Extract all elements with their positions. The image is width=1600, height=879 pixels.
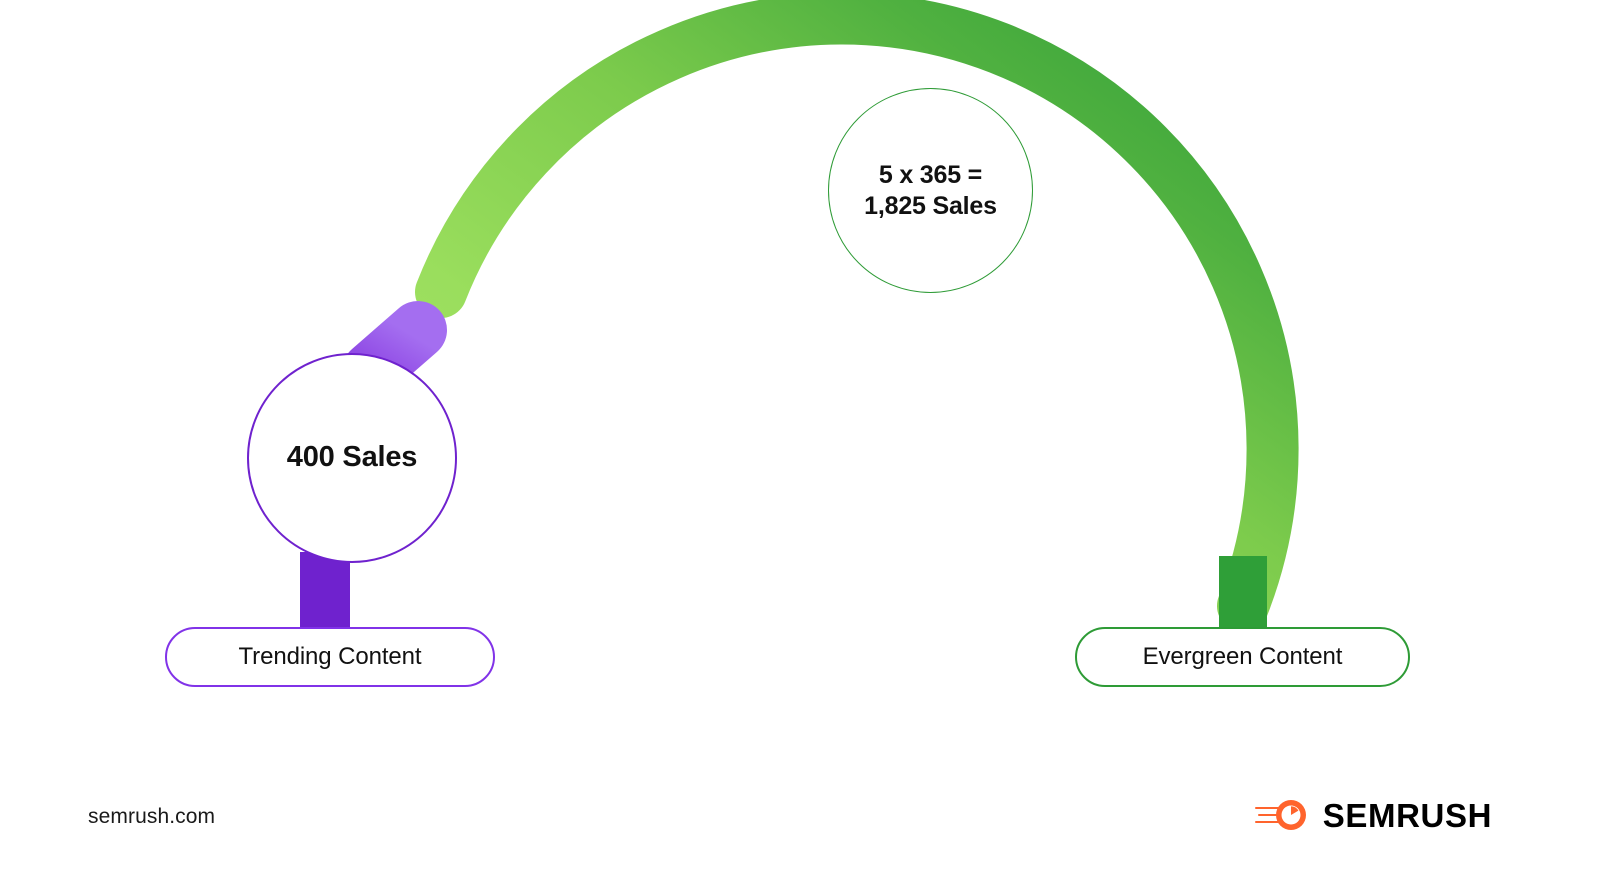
evergreen-arc [415, 0, 1299, 632]
semrush-wordmark: SEMRUSH [1322, 797, 1492, 834]
semrush-comet-icon [1254, 800, 1306, 830]
evergreen-content-pill[interactable]: Evergreen Content [1075, 627, 1410, 687]
evergreen-calc-line2: 1,825 Sales [864, 191, 997, 220]
evergreen-sales-calculation: 5 x 365 = 1,825 Sales [856, 160, 1005, 221]
trending-stem [300, 552, 350, 628]
evergreen-sales-node[interactable]: 5 x 365 = 1,825 Sales [828, 88, 1033, 293]
trending-content-pill[interactable]: Trending Content [165, 627, 495, 687]
evergreen-stem [1219, 556, 1267, 630]
source-url: semrush.com [88, 805, 216, 828]
trending-sales-value: 400 Sales [286, 441, 418, 474]
evergreen-content-label: Evergreen Content [1142, 643, 1343, 670]
trending-content-label: Trending Content [238, 643, 422, 670]
evergreen-calc-line1: 5 x 365 = [878, 161, 983, 189]
trending-sales-node[interactable]: 400 Sales [247, 353, 457, 563]
semrush-logo: SEMRUSH [1254, 797, 1492, 835]
